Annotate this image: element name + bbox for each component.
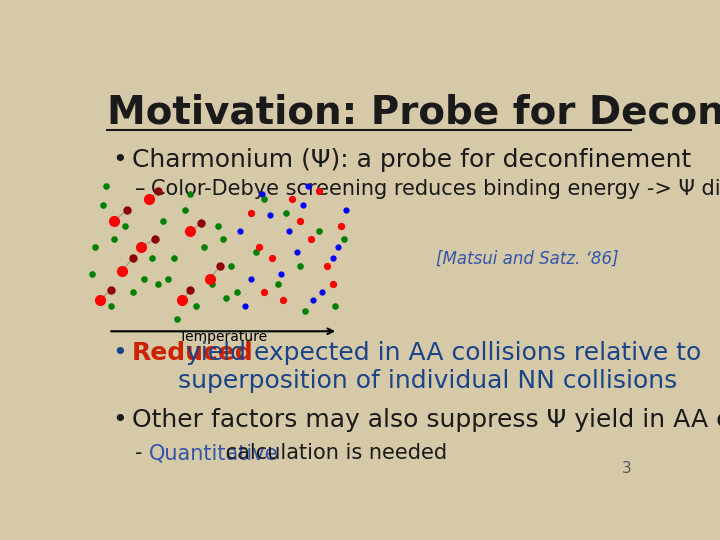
Point: [212, 221, 223, 230]
Point: [89, 243, 100, 252]
Text: Reduced: Reduced: [132, 341, 253, 365]
Point: [307, 296, 319, 305]
Point: [239, 301, 251, 310]
Text: 3: 3: [621, 462, 631, 476]
Point: [300, 307, 311, 315]
Text: -: -: [135, 443, 142, 463]
Text: Other factors may also suppress Ψ yield in AA collision: Other factors may also suppress Ψ yield …: [132, 408, 720, 432]
Text: •: •: [112, 408, 127, 432]
Point: [338, 235, 349, 244]
Point: [253, 243, 264, 252]
Point: [327, 280, 338, 288]
Point: [100, 182, 112, 191]
Text: Quantitative: Quantitative: [148, 443, 278, 463]
Point: [251, 248, 262, 256]
Point: [171, 314, 182, 323]
Point: [280, 208, 292, 217]
Point: [286, 195, 297, 204]
Point: [108, 235, 120, 244]
Text: [Matsui and Satz. ‘86]: [Matsui and Satz. ‘86]: [436, 250, 618, 268]
Point: [105, 301, 117, 310]
Point: [292, 248, 303, 256]
Point: [275, 269, 287, 278]
Point: [256, 190, 267, 198]
Point: [294, 217, 305, 225]
Point: [207, 280, 218, 288]
Text: Temperature: Temperature: [179, 329, 267, 343]
Text: Motivation: Probe for Deconfinement: Motivation: Probe for Deconfinement: [107, 94, 720, 132]
Point: [302, 182, 314, 191]
Point: [152, 280, 163, 288]
Point: [321, 261, 333, 270]
Point: [278, 296, 289, 305]
Point: [266, 253, 278, 262]
Point: [264, 211, 276, 220]
Point: [146, 253, 158, 262]
Point: [157, 217, 168, 225]
Text: Charmonium (Ψ): a probe for deconfinement: Charmonium (Ψ): a probe for deconfinemen…: [132, 148, 691, 172]
Text: calculation is needed: calculation is needed: [220, 443, 448, 463]
Point: [190, 301, 202, 310]
Point: [283, 227, 294, 235]
Point: [225, 261, 237, 270]
Point: [297, 200, 308, 209]
Point: [86, 269, 98, 278]
Point: [97, 200, 109, 209]
Point: [258, 288, 270, 296]
Point: [272, 280, 284, 288]
Point: [138, 275, 150, 284]
Point: [119, 221, 130, 230]
Point: [330, 301, 341, 310]
Text: •: •: [112, 341, 127, 365]
Text: yield expected in AA collisions relative to
superposition of individual NN colli: yield expected in AA collisions relative…: [178, 341, 701, 393]
Point: [327, 253, 338, 262]
Point: [198, 243, 210, 252]
Point: [168, 253, 180, 262]
Point: [234, 227, 246, 235]
Point: [245, 208, 256, 217]
Point: [179, 206, 191, 214]
Point: [341, 206, 352, 214]
Point: [335, 221, 346, 230]
Point: [305, 235, 317, 244]
Point: [316, 288, 328, 296]
Point: [163, 275, 174, 284]
Point: [220, 293, 232, 302]
Point: [184, 190, 196, 198]
Point: [313, 187, 325, 195]
Point: [313, 227, 325, 235]
Point: [127, 288, 139, 296]
Text: •: •: [112, 148, 127, 172]
Point: [258, 195, 270, 204]
Text: Color-Debye screening reduces binding energy -> Ψ dissolve: Color-Debye screening reduces binding en…: [151, 179, 720, 199]
Point: [294, 261, 305, 270]
Point: [245, 275, 256, 284]
Point: [231, 288, 243, 296]
Point: [333, 243, 344, 252]
Text: –: –: [135, 179, 145, 199]
Point: [217, 235, 229, 244]
